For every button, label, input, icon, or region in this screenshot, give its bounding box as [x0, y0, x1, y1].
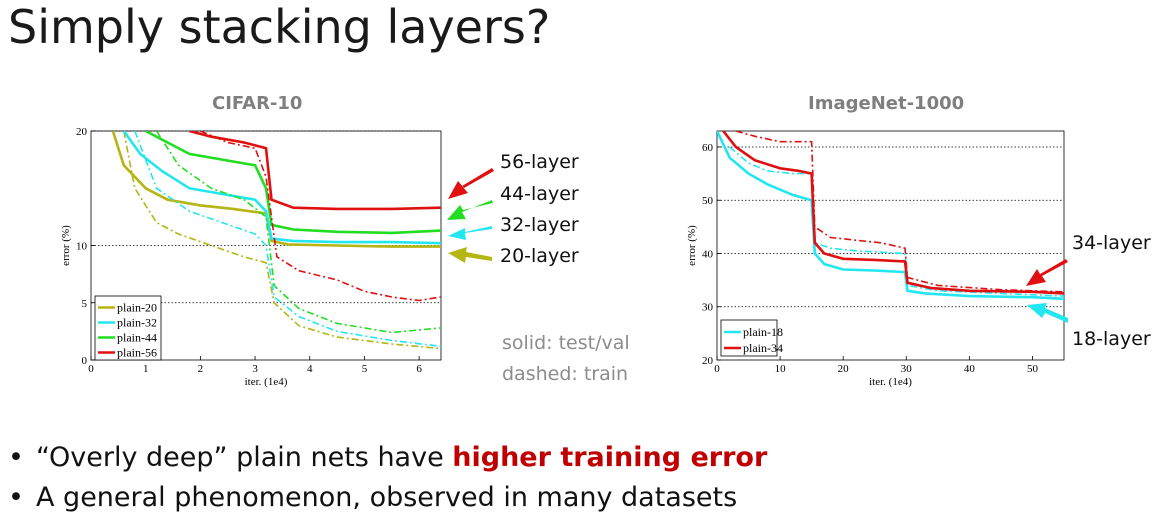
series-train-line: [134, 131, 441, 348]
series-train-line: [729, 146, 1064, 297]
series-group: [717, 131, 1064, 301]
series-train-line: [155, 131, 441, 334]
slide-title: Simply stacking layers?: [8, 0, 551, 54]
imagenet-chart-title: ImageNet-1000: [808, 93, 965, 114]
imagenet-chart: 0 10 20 30 40 50 20 30 40 50 60 iter. (1e4) error (%…: [686, 130, 1065, 388]
x-tick-label: 50: [1027, 363, 1039, 375]
arrow-34-layer-icon: [1026, 259, 1068, 286]
y-tick-label: 5: [82, 298, 88, 310]
bullet-list: • “Overly deep” plain nets have higher tr…: [8, 438, 767, 518]
y-tick-label: 0: [82, 355, 88, 367]
callout-20-layer: 20-layer: [500, 245, 579, 267]
x-tick-label: 10: [775, 363, 787, 375]
x-tick-label: 20: [838, 363, 850, 375]
x-tick-label: 3: [252, 363, 258, 375]
legend-note-dashed: dashed: train: [502, 363, 629, 385]
y-tick-label: 10: [76, 241, 88, 253]
x-tick-label: 0: [88, 363, 94, 375]
callout-44-layer: 44-layer: [500, 183, 579, 205]
bullet-text: A general phenomenon, observed in many d…: [36, 482, 738, 513]
x-axis-label: iter. (1e4): [869, 376, 912, 388]
y-tick-label: 20: [76, 126, 88, 138]
series-test-line: [189, 131, 441, 211]
arrow-44-layer-icon: [447, 200, 493, 220]
bullet-item: • A general phenomenon, observed in many …: [8, 478, 767, 518]
x-tick-label: 0: [714, 363, 720, 375]
callout-56-layer: 56-layer: [500, 151, 579, 173]
x-tick-label: 4: [307, 363, 313, 375]
x-tick-label: 6: [416, 363, 422, 375]
x-axis-label: iter. (1e4): [245, 376, 288, 388]
legend-label: plain-32: [117, 316, 157, 330]
legend-label: plain-34: [743, 341, 783, 355]
x-tick-label: 2: [198, 363, 204, 375]
cifar-chart-title: CIFAR-10: [212, 93, 303, 114]
x-tick-label: 30: [901, 363, 913, 375]
series-train-line: [123, 131, 441, 350]
series-test-line: [145, 131, 441, 235]
y-axis-label: error (%): [60, 225, 72, 266]
legend-box: [720, 319, 778, 357]
legend-label: plain-44: [117, 331, 157, 345]
arrow-20-layer-icon: [448, 247, 492, 263]
y-tick-label: 40: [702, 248, 714, 260]
arrow-18-layer-icon: [1027, 303, 1068, 323]
callout-32-layer: 32-layer: [500, 214, 579, 236]
series-group: [111, 131, 441, 350]
arrow-56-layer-icon: [448, 168, 494, 199]
bullet-icon: •: [8, 442, 24, 473]
series-test-line: [722, 131, 1064, 295]
legend-label: plain-56: [117, 346, 157, 360]
y-tick-label: 50: [702, 195, 714, 207]
plot-frame: [716, 130, 1065, 361]
y-tick-label: 20: [702, 355, 714, 367]
y-tick-label: 60: [702, 142, 714, 154]
y-axis-label: error (%): [686, 225, 698, 266]
x-tick-label: 40: [964, 363, 976, 375]
legend-label: plain-18: [743, 325, 783, 339]
callout-18-layer: 18-layer: [1072, 328, 1151, 350]
x-tick-label: 1: [143, 363, 149, 375]
series-test-line: [111, 131, 441, 248]
bullet-item: • “Overly deep” plain nets have higher tr…: [8, 438, 767, 478]
bullet-text: “Overly deep” plain nets have: [36, 442, 453, 473]
series-train-line: [200, 131, 441, 302]
bullet-highlight: higher training error: [452, 442, 768, 473]
arrow-32-layer-icon: [448, 226, 492, 240]
cifar-chart: 0 1 2 3 4 5 6 0 5 10 20 iter. (1e4) error (%) plain-2…: [60, 126, 442, 388]
legend-label: plain-20: [117, 301, 157, 315]
series-test-line: [717, 131, 1064, 301]
callout-34-layer: 34-layer: [1072, 232, 1151, 254]
y-tick-label: 30: [702, 302, 714, 314]
series-train-line: [735, 131, 1064, 293]
x-tick-label: 5: [362, 363, 368, 375]
legend-note-solid: solid: test/val: [502, 332, 630, 354]
series-test-line: [122, 131, 441, 245]
bullet-icon: •: [8, 482, 24, 513]
